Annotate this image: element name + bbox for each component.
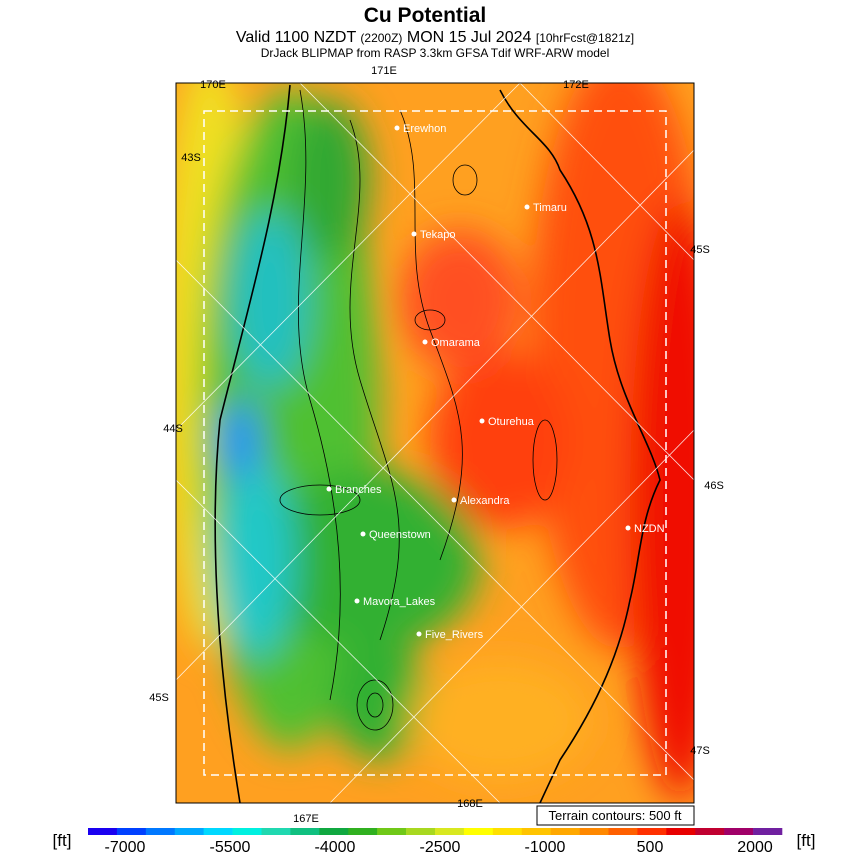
colorbar-tick-label: 500 [637,839,664,856]
colorbar-tick-label: -2500 [420,839,461,856]
place-dot [360,531,366,537]
colorbar-swatch [261,828,291,835]
colorbar-swatch [695,828,725,835]
colorbar-tick-label: -4000 [315,839,356,856]
colorbar-swatch [203,828,233,835]
place-dot [354,598,360,604]
colorbar-swatch [521,828,551,835]
place-dot [411,231,417,237]
place-dot [326,486,332,492]
place-label: Timaru [533,202,567,214]
colorbar-swatch [406,828,436,835]
map [176,83,694,803]
grid-label: 47S [690,745,710,757]
colorbar-swatch [492,828,523,835]
colorbar-swatch [232,828,262,835]
place-label: Erewhon [403,123,446,135]
colorbar-tick-label: -5500 [210,839,251,856]
title: Cu Potential [364,4,487,27]
model: DrJack BLIPMAP from RASP 3.3km GFSA Tdif… [261,46,610,60]
colorbar-swatch [550,828,580,835]
place-dot [479,418,485,424]
unit-label: [ft] [797,831,816,850]
colorbar-swatch [348,828,378,835]
grid-label: 46S [704,480,724,492]
place-label: Tekapo [420,229,455,241]
grid-label: 45S [690,244,710,256]
colorbar-swatch [666,828,696,835]
colorbar-tick-label: 2000 [737,839,773,856]
colorbar-tick-label: -1000 [525,839,566,856]
colorbar-swatch [637,828,667,835]
grid-label: 172E [563,79,589,91]
note-box [536,805,695,826]
subtitle: Valid 1100 NZDT (2200Z) MON 15 Jul 2024 … [236,29,634,46]
utc: (2200Z) [360,31,402,45]
colorbar-swatch [724,828,754,835]
place-label: Branches [335,484,382,496]
colorbar-swatch [608,828,638,835]
colorbar-swatch [174,828,204,835]
place-label: Alexandra [460,495,510,507]
place-dot [416,631,422,637]
place-dot [422,339,428,345]
colorbar-swatch [116,828,147,835]
grid-label: 171E [371,65,397,77]
colorbar-swatch [145,828,176,835]
colorbar-swatch [88,828,118,835]
place-dot [524,204,530,210]
colorbar-swatch [435,828,465,835]
map-frame [175,82,695,804]
grid-label: 45S [149,692,169,704]
colorbar-swatch [377,828,407,835]
valid: Valid 1100 NZDT [236,29,357,46]
place-label: Five_Rivers [425,629,484,641]
terrain-note: Terrain contours: 500 ft [549,808,682,823]
colorbar-tick-label: -7000 [105,839,146,856]
place-label: NZDN [634,523,665,535]
unit-label: [ft] [53,831,72,850]
grid-label: 43S [181,152,201,164]
colorbar-swatch [319,828,349,835]
grid-label: 167E [293,813,319,825]
place-label: Queenstown [369,529,431,541]
place-label: Omarama [431,337,481,349]
place-dot [394,125,400,131]
colorbar-swatch [579,828,609,835]
grid-label: 44S [163,423,183,435]
colorbar-swatch [753,828,783,835]
place-dot [625,525,631,531]
date: MON 15 Jul 2024 [407,29,532,46]
place-dot [451,497,457,503]
forecast: [10hrFcst@1821z] [536,31,634,45]
grid-label: 168E [457,798,483,810]
place-label: Mavora_Lakes [363,596,436,608]
colorbar-swatch [290,828,320,835]
place-label: Oturehua [488,416,535,428]
colorbar-swatch [463,828,494,835]
grid-label: 170E [200,79,226,91]
